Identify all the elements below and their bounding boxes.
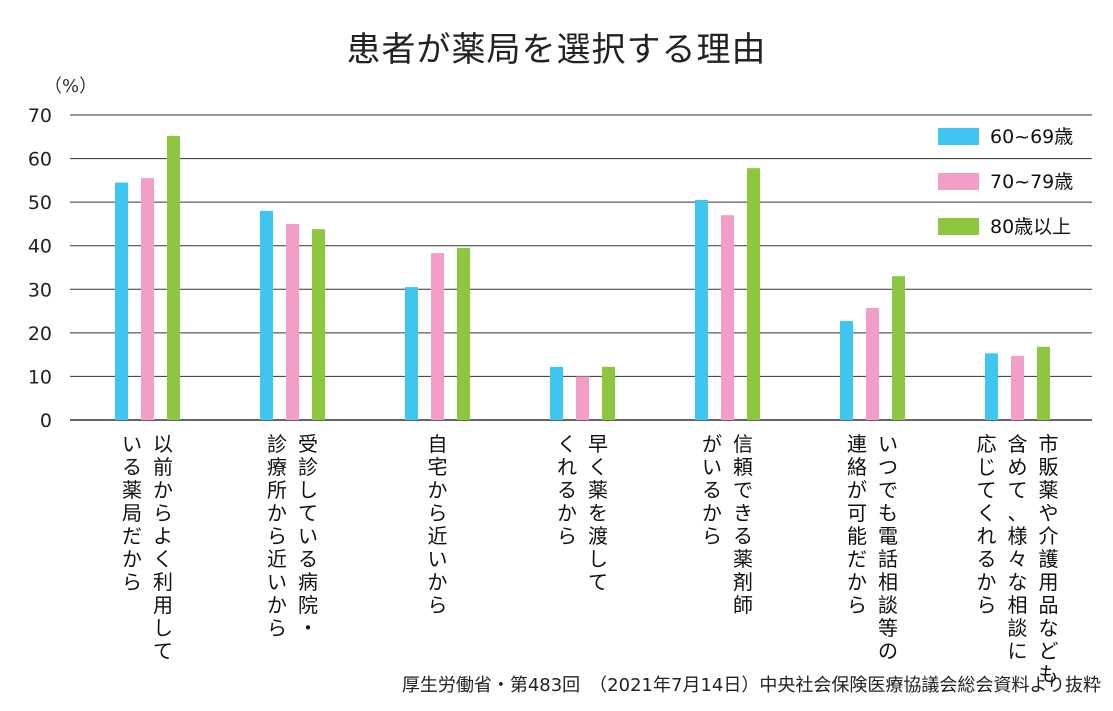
bar <box>550 366 563 420</box>
category-label: 含めて、様々な相談に <box>1008 432 1028 663</box>
bar <box>167 135 180 420</box>
category-label: 信頼できる薬剤師 <box>733 432 753 617</box>
legend-label: 60~69歳 <box>990 126 1073 148</box>
bar <box>747 168 760 420</box>
y-tick-label: 0 <box>40 410 52 432</box>
category-label: 応じてくれるから <box>977 432 997 617</box>
chart-title: 患者が薬局を選択する理由 <box>346 30 767 70</box>
y-tick-label: 20 <box>28 323 52 345</box>
y-tick-label: 50 <box>28 192 52 214</box>
legend-label: 80歳以上 <box>990 216 1071 238</box>
category-label: いる薬局だから <box>122 432 142 594</box>
legend-swatch <box>938 218 979 235</box>
category-label: 自宅から近いから <box>428 432 448 617</box>
bar <box>602 366 615 420</box>
category-label: くれるから <box>557 432 577 548</box>
bar <box>721 215 734 420</box>
category-label: 市販薬や介護用品なども <box>1039 432 1059 686</box>
y-tick-label: 40 <box>28 236 52 258</box>
bar <box>576 376 589 420</box>
legend-swatch <box>938 128 979 145</box>
y-axis-label: （%） <box>44 76 98 97</box>
bar <box>141 178 154 420</box>
y-tick-label: 70 <box>28 105 52 127</box>
bar <box>1037 346 1050 420</box>
bar <box>985 353 998 420</box>
bar <box>1011 355 1024 420</box>
bar <box>312 229 325 420</box>
category-label: 以前からよく利用して <box>153 432 173 663</box>
legend-label: 70~79歳 <box>990 171 1073 193</box>
category-label: いつでも電話相談等の <box>878 432 898 663</box>
bar <box>457 247 470 420</box>
y-tick-label: 60 <box>28 149 52 171</box>
bar <box>892 276 905 420</box>
bar <box>260 210 273 420</box>
category-label: 診療所から近いから <box>267 432 287 640</box>
source-note: 厚生労働省・第483回 （2021年7月14日）中央社会保険医療協議会総会資料よ… <box>401 675 1101 696</box>
category-label: がいるから <box>702 432 722 548</box>
bar <box>286 223 299 420</box>
category-label: 連絡が可能だから <box>847 432 867 617</box>
legend-swatch <box>938 173 979 190</box>
bar <box>695 199 708 420</box>
category-label: 受診している病院・ <box>298 432 318 640</box>
bar <box>866 308 879 420</box>
y-tick-label: 30 <box>28 279 52 301</box>
category-label: 早く薬を渡して <box>588 432 608 594</box>
y-tick-label: 10 <box>28 366 52 388</box>
bar <box>115 182 128 420</box>
bar <box>840 321 853 420</box>
bar <box>405 287 418 420</box>
bar <box>431 253 444 420</box>
